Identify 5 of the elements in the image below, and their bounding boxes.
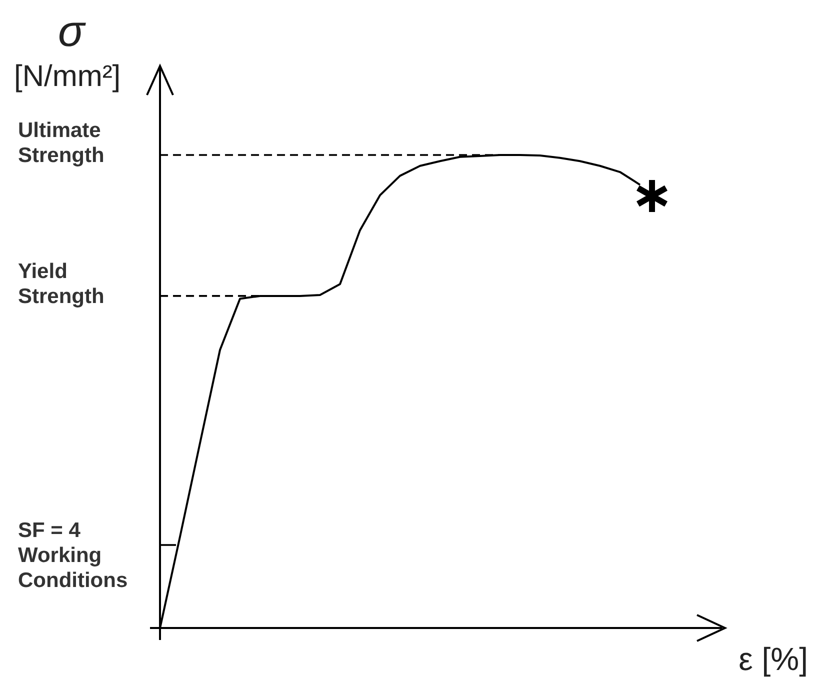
ref-line-label: Ultimate Strength <box>18 119 104 167</box>
text: SF = 4 Working Conditions <box>18 519 128 592</box>
x-axis-title: ε [%] <box>738 641 808 677</box>
ref-line-label: Yield Strength <box>18 260 104 308</box>
y-axis-title: σ [N/mm²] <box>14 7 121 93</box>
